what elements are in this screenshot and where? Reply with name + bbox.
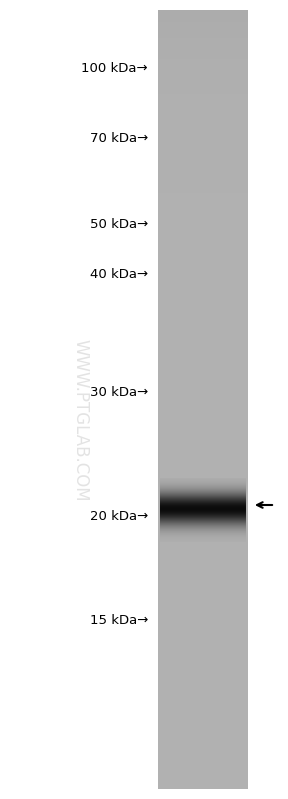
Text: 15 kDa→: 15 kDa→: [90, 614, 148, 626]
Text: 20 kDa→: 20 kDa→: [90, 510, 148, 523]
Text: 30 kDa→: 30 kDa→: [90, 385, 148, 399]
Text: 70 kDa→: 70 kDa→: [90, 132, 148, 145]
Text: WWW.PTGLAB.COM: WWW.PTGLAB.COM: [71, 339, 89, 501]
Text: 50 kDa→: 50 kDa→: [90, 217, 148, 230]
Text: 100 kDa→: 100 kDa→: [82, 62, 148, 74]
Text: 40 kDa→: 40 kDa→: [90, 268, 148, 280]
